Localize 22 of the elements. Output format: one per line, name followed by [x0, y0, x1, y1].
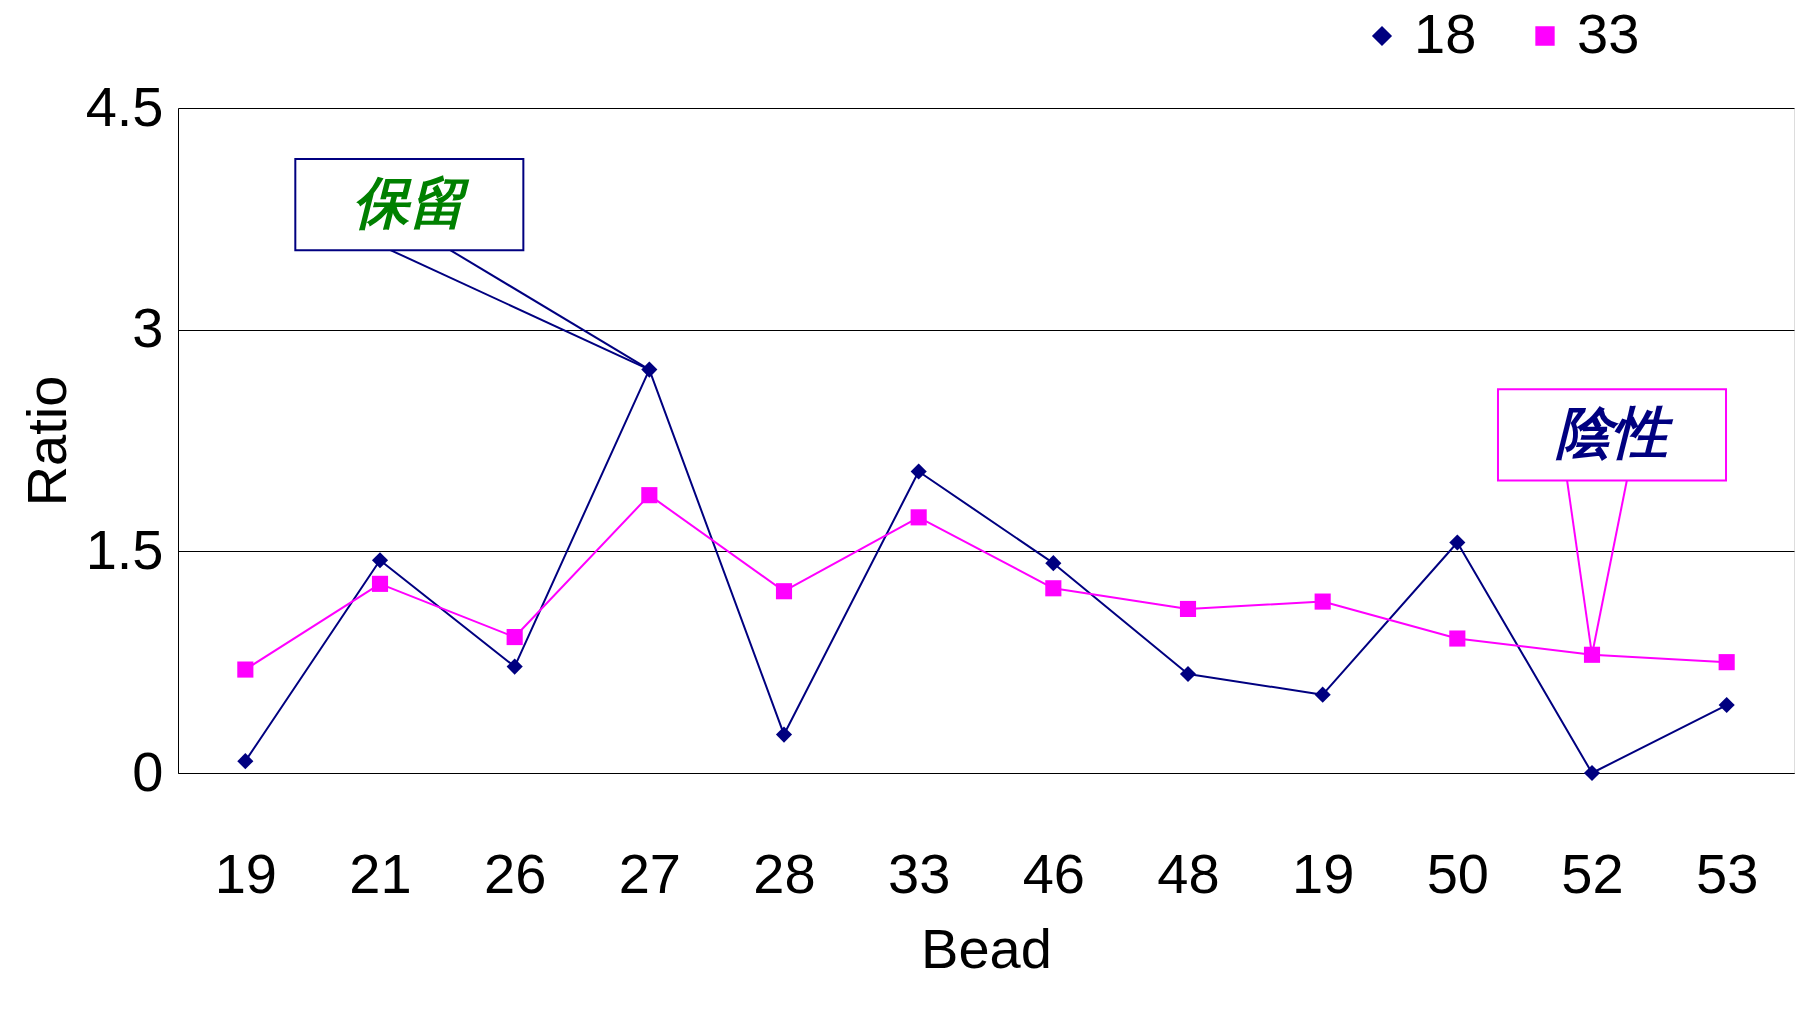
x-tick-label: 19: [1292, 841, 1355, 905]
x-tick-label: 28: [753, 841, 816, 905]
legend-label: 18: [1414, 2, 1477, 65]
x-tick-label: 46: [1022, 841, 1085, 905]
x-tick-label: 50: [1426, 841, 1489, 905]
x-axis-title: Bead: [921, 916, 1052, 980]
y-tick-label: 0: [132, 739, 164, 803]
x-tick-label: 19: [214, 841, 277, 905]
x-tick-label: 26: [484, 841, 547, 905]
y-tick-label: 3: [132, 296, 164, 360]
x-tick-label: 48: [1157, 841, 1220, 905]
annotation: 陰性: [1555, 400, 1674, 464]
x-tick-label: 21: [349, 841, 412, 905]
y-axis-title: Ratio: [14, 375, 78, 507]
annotation: 保留: [353, 170, 471, 234]
y-tick-label: 4.5: [85, 74, 164, 138]
x-tick-label: 53: [1696, 841, 1759, 905]
x-tick-label: 33: [888, 841, 951, 905]
x-tick-label: 27: [618, 841, 681, 905]
y-tick-label: 1.5: [85, 517, 164, 581]
x-tick-label: 52: [1561, 841, 1624, 905]
legend-label: 33: [1577, 2, 1640, 65]
